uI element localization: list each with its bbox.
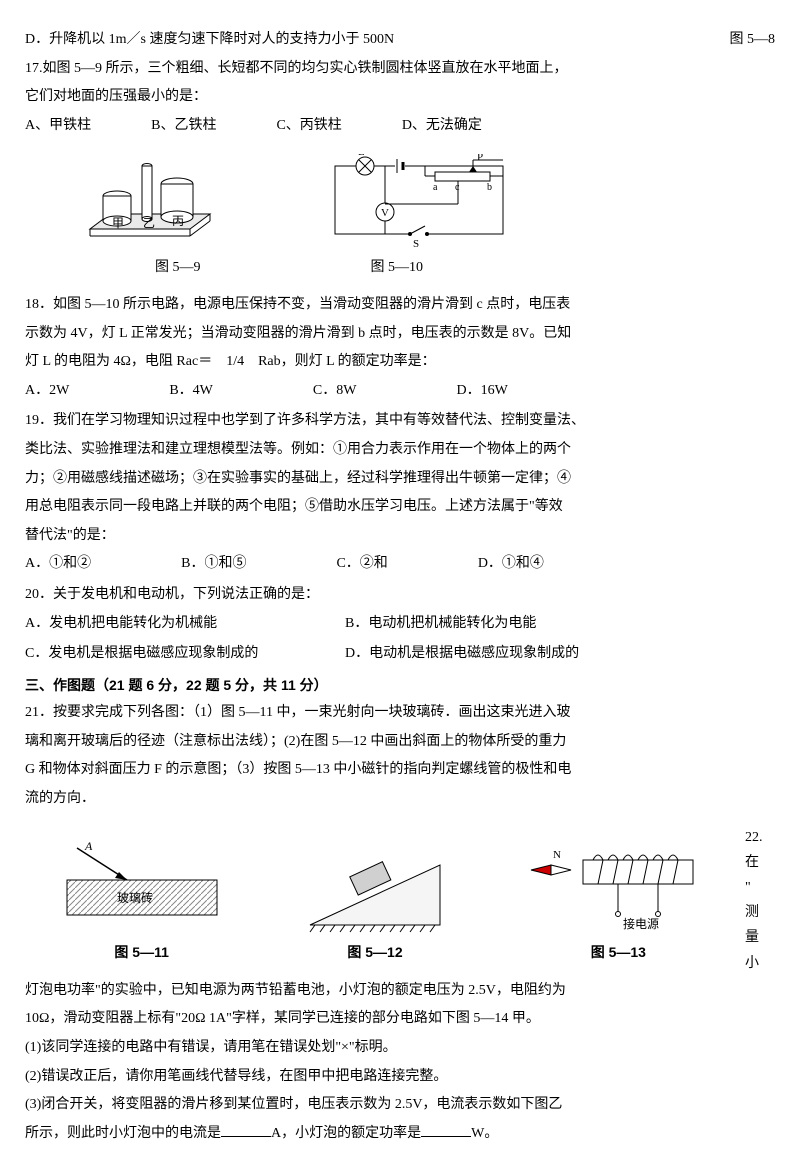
q22-l1: 灯泡电功率"的实验中，已知电源为两节铅蓄电池，小灯泡的额定电压为 2.5V，电阻… bbox=[25, 978, 775, 1005]
figure-5-10: L P a c b V bbox=[325, 154, 515, 249]
q19-l3: 力；②用磁感线描述磁场；③在实验事实的基础上，经过科学推理得出牛顿第一定律；④ bbox=[25, 466, 775, 493]
q20-l1: 20．关于发电机和电动机，下列说法正确的是： bbox=[25, 582, 775, 609]
q20-opt-b: B．电动机把机械能转化为电能 bbox=[345, 611, 536, 638]
figure-5-12: 图 5—12 bbox=[290, 840, 460, 966]
svg-text:N: N bbox=[553, 849, 561, 861]
q19-l4: 用总电阻表示同一段电路上并联的两个电阻；⑤借助水压学习电压。上述方法属于"等效 bbox=[25, 494, 775, 521]
figure-5-13: N 接电源 bbox=[523, 840, 713, 966]
q17-opt-b: B、乙铁柱 bbox=[151, 113, 216, 140]
q21-l4: 流的方向． bbox=[25, 786, 775, 813]
q22-side-text: 22. 在 " 测 量 小 bbox=[745, 815, 775, 976]
q17-stem-2: 它们对地面的压强最小的是： bbox=[25, 84, 775, 111]
fig-5-12-caption: 图 5—12 bbox=[290, 939, 460, 966]
q19-opt-b: B．①和⑤ bbox=[181, 551, 246, 578]
fig-5-10-caption: 图 5—10 bbox=[371, 255, 424, 282]
label-bing: 丙 bbox=[172, 214, 184, 228]
svg-text:L: L bbox=[358, 154, 365, 158]
q19-opt-d: D．①和④ bbox=[478, 551, 544, 578]
q16-option-d: D．升降机以 1m／s 速度匀速下降时对人的支持力小于 500N bbox=[25, 27, 394, 54]
q22-l3: (1)该同学连接的电路中有错误，请用笔在错误处划"×"标明。 bbox=[25, 1035, 775, 1062]
svg-text:接电源: 接电源 bbox=[623, 916, 659, 931]
q18-l1: 18．如图 5—10 所示电路，电源电压保持不变，当滑动变阻器的滑片滑到 c 点… bbox=[25, 292, 775, 319]
q18-opt-a: A．2W bbox=[25, 378, 69, 405]
svg-text:A: A bbox=[84, 840, 93, 853]
section-3-header: 三、作图题（21 题 6 分，22 题 5 分，共 11 分） bbox=[25, 672, 775, 699]
figure-5-9: 甲 乙 丙 bbox=[75, 154, 225, 249]
fig-5-9-caption: 图 5—9 bbox=[155, 255, 201, 282]
q21-l3: G 和物体对斜面压力 F 的示意图；（3）按图 5—13 中小磁针的指向判定螺线… bbox=[25, 757, 775, 784]
q22-l2: 10Ω，滑动变阻器上标有"20Ω 1A"字样，某同学已连接的部分电路如下图 5—… bbox=[25, 1006, 775, 1033]
svg-text:玻璃砖: 玻璃砖 bbox=[117, 890, 153, 905]
q18-opt-c: C．8W bbox=[313, 378, 357, 405]
q17-stem-1: 17.如图 5—9 所示，三个粗细、长短都不同的均匀实心铁制圆柱体竖直放在水平地… bbox=[25, 56, 775, 83]
q19-l1: 19．我们在学习物理知识过程中也学到了许多科学方法，其中有等效替代法、控制变量法… bbox=[25, 408, 775, 435]
svg-text:a: a bbox=[433, 182, 438, 193]
svg-text:b: b bbox=[487, 182, 492, 193]
fig-5-13-caption: 图 5—13 bbox=[523, 939, 713, 966]
q20-opt-a: A．发电机把电能转化为机械能 bbox=[25, 611, 305, 638]
q18-opt-b: B．4W bbox=[169, 378, 213, 405]
q17-opt-c: C、丙铁柱 bbox=[276, 113, 341, 140]
q18-opt-d: D．16W bbox=[456, 378, 507, 405]
svg-text:P: P bbox=[477, 154, 483, 163]
q19-l2: 类比法、实验推理法和建立理想模型法等。例如：①用合力表示作用在一个物体上的两个 bbox=[25, 437, 775, 464]
q21-l2: 璃和离开玻璃后的径迹（注意标出法线）；(2)在图 5—12 中画出斜面上的物体所… bbox=[25, 729, 775, 756]
q22-l5b-line: 所示，则此时小灯泡中的电流是A，小灯泡的额定功率是W。 bbox=[25, 1121, 775, 1148]
q22-l4: (2)错误改正后，请你用笔画线代替导线，在图甲中把电路连接完整。 bbox=[25, 1064, 775, 1091]
q18-l2: 示数为 4V，灯 L 正常发光；当滑动变阻器的滑片滑到 b 点时，电压表的示数是… bbox=[25, 321, 775, 348]
q17-opt-a: A、甲铁柱 bbox=[25, 113, 91, 140]
q21-l1: 21．按要求完成下列各图：（1）图 5—11 中，一束光射向一块玻璃砖．画出这束… bbox=[25, 700, 775, 727]
label-jia: 甲 bbox=[112, 216, 124, 230]
q19-opt-c: C．②和 bbox=[336, 551, 387, 578]
q20-opt-d: D．电动机是根据电磁感应现象制成的 bbox=[345, 641, 579, 668]
fig-5-11-caption: 图 5—11 bbox=[57, 939, 227, 966]
q17-opt-d: D、无法确定 bbox=[402, 113, 482, 140]
svg-text:S: S bbox=[413, 238, 419, 249]
q22-l5a: (3)闭合开关，将变阻器的滑片移到某位置时，电压表示数为 2.5V，电流表示数如… bbox=[25, 1092, 775, 1119]
q19-l5: 替代法"的是： bbox=[25, 523, 775, 550]
q20-opt-c: C．发电机是根据电磁感应现象制成的 bbox=[25, 641, 305, 668]
figure-5-11: A 玻璃砖 图 5—11 bbox=[57, 840, 227, 966]
svg-text:V: V bbox=[381, 207, 389, 219]
q19-opt-a: A．①和② bbox=[25, 551, 91, 578]
q18-l3: 灯 L 的电阻为 4Ω，电阻 Rac＝ 1/4 Rab，则灯 L 的额定功率是： bbox=[25, 349, 775, 376]
fig-5-8-caption: 图 5—8 bbox=[730, 27, 776, 54]
label-yi: 乙 bbox=[143, 216, 155, 230]
